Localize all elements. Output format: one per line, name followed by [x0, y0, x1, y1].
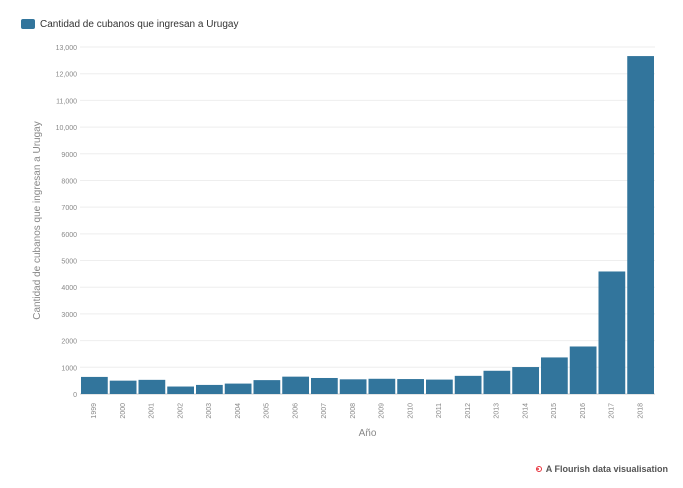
legend-label: Cantidad de cubanos que ingresan a Uruga…: [40, 18, 239, 30]
bar-2001[interactable]: [138, 379, 166, 394]
flourish-logo-icon: [535, 466, 542, 472]
y-axis-ticks: 0 1000 2000 3000 4000 5000 6000 7000 8000 9000 10,…: [56, 45, 78, 399]
x-tick-label: 2010: [407, 403, 414, 419]
bar-2005[interactable]: [253, 380, 281, 394]
x-tick-label: 2016: [580, 403, 587, 419]
bar-2009[interactable]: [368, 378, 396, 394]
x-tick-label: 2004: [235, 403, 242, 419]
x-tick-label: 2008: [350, 403, 357, 419]
x-tick-label: 2013: [494, 403, 501, 419]
bar-2004[interactable]: [224, 383, 252, 394]
bar-2006[interactable]: [282, 376, 309, 394]
bar-2010[interactable]: [397, 379, 424, 394]
x-tick-label: 2012: [465, 403, 472, 419]
legend[interactable]: Cantidad de cubanos que ingresan a Uruga…: [21, 17, 238, 31]
bar-2000[interactable]: [109, 380, 137, 394]
y-tick-label: 10,000: [56, 125, 78, 132]
x-tick-label: 2003: [206, 403, 213, 419]
bars: [81, 56, 654, 395]
x-tick-label: 2017: [609, 403, 616, 419]
y-tick-label: 11,000: [56, 98, 77, 105]
y-tick-label: 3000: [61, 312, 77, 319]
bar-2016[interactable]: [569, 346, 597, 394]
y-tick-label: 7000: [61, 205, 77, 212]
bar-2017[interactable]: [598, 271, 626, 394]
x-tick-label: 2007: [321, 403, 328, 419]
bar-chart: 0 1000 2000 3000 4000 5000 6000 7000 8000 9000 10,…: [32, 45, 655, 439]
flourish-credit[interactable]: A Flourish data visualisation: [535, 464, 668, 474]
x-tick-label: 2011: [436, 403, 443, 418]
y-tick-label: 5000: [61, 259, 77, 266]
flourish-credit-text: A Flourish data visualisation: [545, 464, 668, 474]
x-tick-label: 2005: [264, 403, 271, 419]
y-tick-label: 0: [73, 392, 77, 399]
x-tick-label: 2009: [379, 403, 386, 419]
y-axis-label: Cantidad de cubanos que ingresan a Uruga…: [32, 121, 43, 319]
x-axis-label: Año: [359, 428, 377, 439]
y-tick-label: 8000: [61, 178, 77, 185]
x-tick-label: 1999: [91, 403, 98, 419]
bar-2003[interactable]: [196, 384, 223, 394]
y-tick-label: 1000: [61, 365, 77, 372]
bar-1999[interactable]: [81, 376, 108, 394]
x-tick-label: 2002: [177, 403, 184, 419]
grid-lines: [80, 46, 655, 395]
y-tick-label: 2000: [61, 339, 77, 346]
legend-swatch: [21, 19, 35, 29]
x-axis-ticks: 1999 2000 2001 2002 2003 2004 2005 2006 2007 2008…: [91, 403, 644, 419]
x-tick-label: 2018: [637, 403, 644, 419]
x-tick-label: 2006: [292, 403, 299, 419]
bar-2002[interactable]: [167, 386, 194, 394]
bar-2008[interactable]: [339, 379, 367, 394]
x-tick-label: 2001: [149, 403, 156, 419]
y-tick-label: 12,000: [56, 72, 78, 79]
bar-2015[interactable]: [541, 357, 568, 394]
bar-2007[interactable]: [311, 377, 338, 394]
x-tick-label: 2015: [551, 403, 558, 419]
y-tick-label: 13,000: [56, 45, 78, 52]
y-tick-label: 9000: [61, 152, 77, 159]
bar-2012[interactable]: [454, 375, 482, 394]
bar-2018[interactable]: [627, 56, 654, 395]
x-tick-label: 2000: [120, 403, 127, 419]
y-tick-label: 6000: [61, 232, 77, 239]
y-tick-label: 4000: [61, 285, 77, 292]
bar-2014[interactable]: [512, 367, 539, 394]
bar-2013[interactable]: [483, 370, 511, 394]
bar-2011[interactable]: [426, 379, 453, 394]
x-tick-label: 2014: [522, 403, 529, 419]
